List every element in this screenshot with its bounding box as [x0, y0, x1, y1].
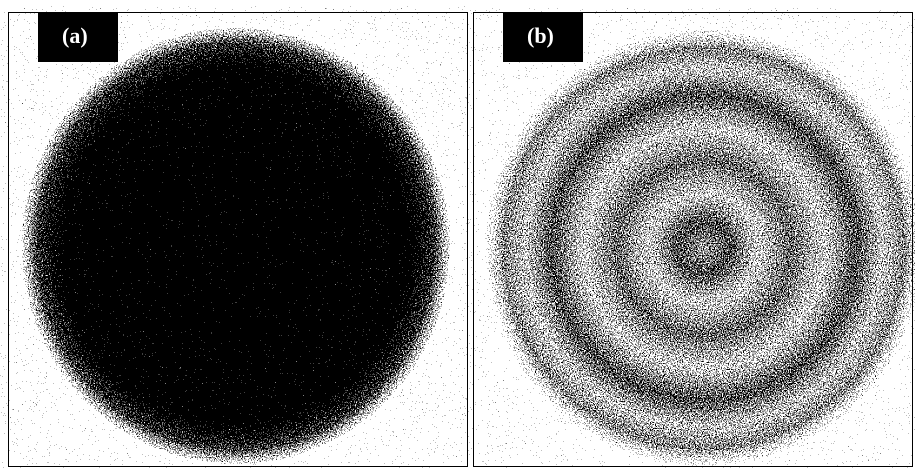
page: (a) (b) (() => { const data = JSON.parse…: [0, 0, 915, 468]
figure: (a) (b): [0, 0, 915, 468]
panel-label: (b): [527, 23, 554, 48]
sample-image-a: [22, 28, 450, 464]
panel-label: (a): [62, 23, 88, 48]
sample-image-b: [486, 30, 915, 466]
